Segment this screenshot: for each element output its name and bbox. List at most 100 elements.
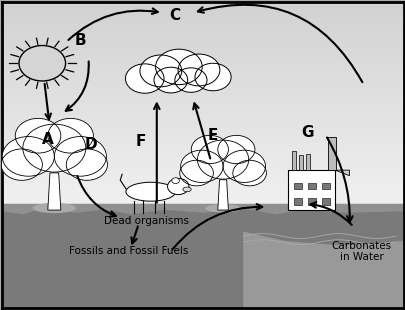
Circle shape [171, 178, 179, 184]
Circle shape [66, 149, 107, 180]
Bar [2, 158, 403, 161]
Circle shape [179, 160, 213, 186]
Bar [2, 192, 403, 195]
Bar [298, 155, 303, 170]
Bar [2, 8, 403, 11]
Bar [2, 189, 403, 192]
Bar [2, 216, 403, 219]
Bar [2, 94, 403, 97]
Circle shape [140, 55, 181, 87]
Bar [2, 277, 403, 280]
Circle shape [232, 160, 266, 186]
Bar [2, 121, 403, 124]
Bar [321, 183, 329, 189]
Bar [2, 262, 403, 265]
Text: F: F [135, 134, 145, 149]
Ellipse shape [32, 203, 76, 213]
Text: C: C [169, 8, 180, 23]
Bar [2, 268, 403, 271]
Bar [2, 195, 403, 198]
Bar [2, 250, 403, 253]
Bar [2, 2, 403, 5]
Bar [2, 253, 403, 256]
Bar [2, 69, 403, 73]
Bar [2, 57, 403, 60]
Bar [2, 219, 403, 222]
Bar [2, 24, 403, 27]
Bar [2, 204, 403, 207]
Bar [2, 131, 403, 134]
Bar [2, 27, 403, 30]
Bar [2, 17, 403, 20]
Bar [294, 183, 302, 189]
Text: Carbonates
in Water: Carbonates in Water [331, 241, 391, 262]
Circle shape [2, 137, 54, 176]
Bar [2, 299, 403, 302]
Bar [2, 296, 403, 299]
Text: B: B [75, 33, 86, 48]
Circle shape [23, 124, 85, 172]
Bar [2, 103, 403, 106]
Bar [2, 146, 403, 149]
Circle shape [15, 118, 61, 153]
Bar [307, 183, 315, 189]
Bar [2, 274, 403, 277]
Bar [2, 42, 403, 45]
Text: Fossils and Fossil Fuels: Fossils and Fossil Fuels [69, 246, 188, 256]
Circle shape [222, 150, 265, 183]
Bar [2, 179, 403, 183]
Bar [2, 170, 403, 173]
Text: Dead organisms: Dead organisms [104, 216, 189, 226]
Bar [2, 112, 403, 115]
Bar [2, 48, 403, 51]
Bar [2, 302, 403, 305]
Bar [2, 186, 403, 189]
Bar [2, 33, 403, 36]
Bar [2, 36, 403, 39]
Bar [2, 73, 403, 75]
Bar [2, 137, 403, 140]
Bar [2, 134, 403, 137]
Bar [2, 60, 403, 63]
Bar [2, 235, 403, 237]
Circle shape [217, 135, 254, 164]
Bar [2, 244, 403, 247]
Bar [2, 173, 403, 176]
Bar [2, 305, 403, 308]
Bar [328, 137, 336, 170]
Text: G: G [301, 125, 313, 140]
Bar [2, 118, 403, 121]
Circle shape [1, 149, 42, 180]
Circle shape [19, 46, 66, 81]
Bar [2, 293, 403, 296]
Polygon shape [217, 180, 228, 210]
Bar [2, 290, 403, 293]
Circle shape [197, 140, 248, 179]
Bar [2, 247, 403, 250]
Bar [2, 161, 403, 164]
Bar [2, 91, 403, 94]
Bar [321, 198, 329, 205]
Bar [2, 280, 403, 283]
Bar [2, 88, 403, 91]
Bar [2, 207, 403, 210]
Circle shape [54, 137, 106, 176]
Bar [287, 170, 334, 210]
Circle shape [155, 49, 202, 85]
Bar [2, 82, 403, 85]
Polygon shape [48, 173, 61, 210]
Bar [2, 152, 403, 155]
Bar [2, 259, 403, 262]
Bar [2, 210, 403, 308]
Bar [2, 265, 403, 268]
Bar [2, 155, 403, 158]
Ellipse shape [205, 204, 240, 213]
Bar [2, 210, 403, 213]
Circle shape [167, 178, 188, 195]
Bar [2, 127, 403, 131]
Bar [2, 45, 403, 48]
Bar [2, 11, 403, 14]
Circle shape [180, 150, 222, 183]
Bar [2, 283, 403, 286]
Bar [2, 271, 403, 274]
